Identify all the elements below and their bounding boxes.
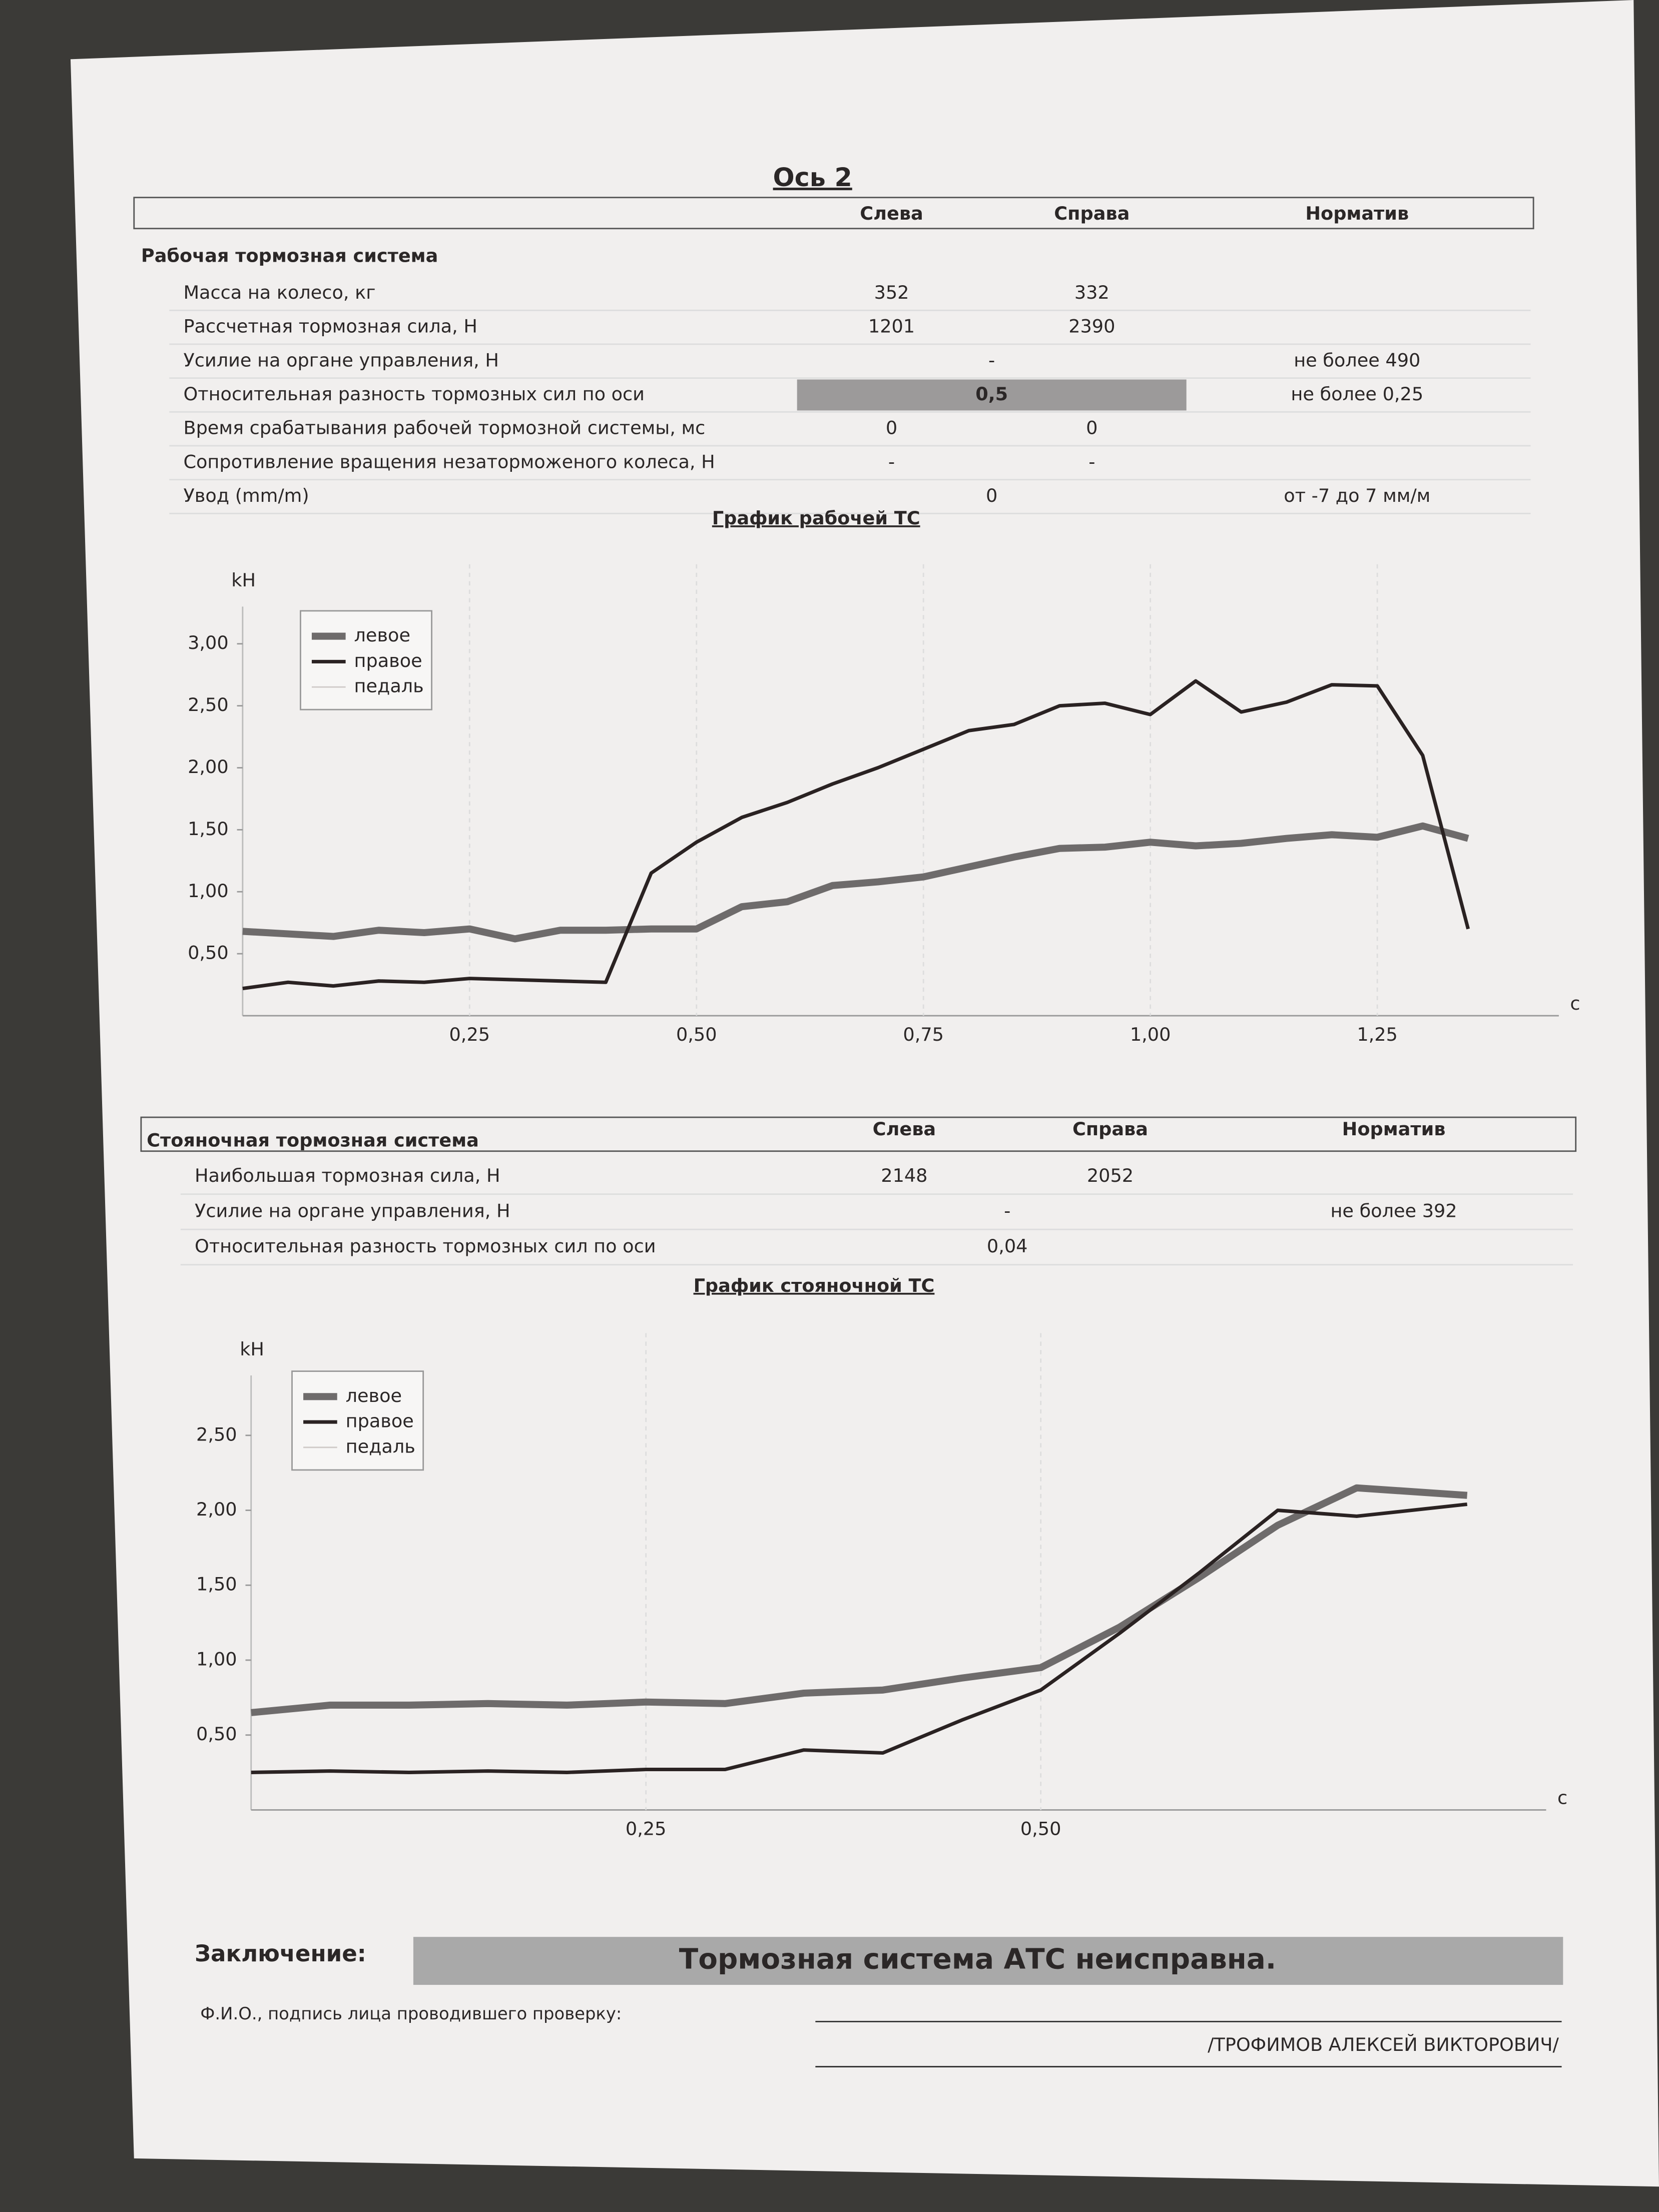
y-tick-label: 2,00 <box>196 1499 237 1520</box>
y-tick-label: 1,00 <box>196 1648 237 1670</box>
row-label: Рассчетная тормозная сила, Н <box>183 316 477 337</box>
cell: - <box>1004 1200 1010 1221</box>
legend-label: левое <box>354 624 410 646</box>
x-tick-label: 0,25 <box>449 1024 490 1045</box>
chart-title: График рабочей ТС <box>712 507 920 529</box>
x-axis-label: с <box>1557 1787 1567 1808</box>
legend-label: левое <box>346 1385 402 1406</box>
signature-label: Ф.И.О., подпись лица проводившего провер… <box>200 2004 622 2023</box>
row-label: Относительная разность тормозных сил по … <box>195 1235 656 1257</box>
cell: - <box>988 349 995 371</box>
column-header: Справа <box>1072 1118 1148 1140</box>
y-tick-label: 2,50 <box>188 694 229 715</box>
y-tick-label: 1,50 <box>188 818 229 840</box>
x-tick-label: 0,75 <box>903 1024 944 1045</box>
x-tick-label: 0,25 <box>626 1818 667 1839</box>
row-label: Сопротивление вращения незаторможеного к… <box>183 451 715 472</box>
y-tick-label: 2,50 <box>196 1423 237 1445</box>
cell: 2148 <box>881 1165 927 1186</box>
norm: не более 0,25 <box>1291 383 1423 405</box>
cell: 0 <box>986 485 997 506</box>
section-label: Рабочая тормозная система <box>141 245 438 267</box>
cell: 2390 <box>1068 316 1115 337</box>
row-label: Время срабатывания рабочей тормозной сис… <box>183 417 705 439</box>
column-header: Слева <box>873 1118 936 1140</box>
row-label: Увод (mm/m) <box>183 485 309 506</box>
x-tick-label: 1,25 <box>1357 1024 1398 1045</box>
row-label: Масса на колесо, кг <box>183 282 375 303</box>
y-tick-label: 1,50 <box>196 1574 237 1595</box>
legend-label: педаль <box>354 675 424 697</box>
legend-label: правое <box>346 1410 414 1432</box>
series-line <box>251 1502 1468 1774</box>
row-label: Усилие на органе управления, Н <box>183 349 499 371</box>
y-tick-label: 0,50 <box>196 1723 237 1745</box>
row-label: Относительная разность тормозных сил по … <box>183 383 645 405</box>
x-tick-label: 0,50 <box>1020 1818 1061 1839</box>
column-header: Норматив <box>1342 1118 1446 1140</box>
series-line <box>242 822 1469 943</box>
y-tick-label: 0,50 <box>188 942 229 964</box>
cell: 0 <box>886 417 897 439</box>
cell: 1201 <box>868 316 915 337</box>
series-line <box>242 679 1470 991</box>
x-tick-label: 1,00 <box>1130 1024 1171 1045</box>
column-header: Норматив <box>1305 203 1409 224</box>
cell: - <box>888 451 895 472</box>
signature-name: /ТРОФИМОВ АЛЕКСЕЙ ВИКТОРОВИЧ/ <box>1208 2033 1559 2055</box>
norm: от -7 до 7 мм/м <box>1284 485 1430 506</box>
x-axis-label: с <box>1570 993 1580 1014</box>
x-tick-label: 0,50 <box>676 1024 717 1045</box>
table-header-box <box>140 1116 1577 1152</box>
section-label: Стояночная тормозная система <box>147 1129 479 1151</box>
title: Ось 2 <box>773 163 852 192</box>
verdict-bar <box>413 1937 1563 1985</box>
column-header: Справа <box>1054 203 1130 224</box>
cell: 0,04 <box>987 1235 1028 1257</box>
cell: 2052 <box>1087 1165 1134 1186</box>
table-header-box <box>133 197 1534 230</box>
column-header: Слева <box>860 203 923 224</box>
verdict: Тормозная система АТС неисправна. <box>679 1943 1276 1976</box>
legend-label: правое <box>354 650 422 671</box>
norm: не более 490 <box>1294 349 1420 371</box>
chart-title: График стояночной ТС <box>694 1275 935 1296</box>
row-label: Наибольшая тормозная сила, Н <box>195 1165 500 1186</box>
highlight <box>797 379 1187 411</box>
paper <box>70 0 1659 2187</box>
y-tick-label: 1,00 <box>188 880 229 902</box>
y-tick-label: 2,00 <box>188 756 229 778</box>
cell: 0 <box>1086 417 1097 439</box>
cell: 352 <box>874 282 909 303</box>
cell: 0,5 <box>975 383 1008 405</box>
row-label: Усилие на органе управления, Н <box>195 1200 510 1221</box>
series-line <box>251 1484 1468 1716</box>
cell: 332 <box>1074 282 1110 303</box>
cell: - <box>1088 451 1095 472</box>
y-axis-label: kH <box>240 1338 264 1360</box>
conclusion-label: Заключение: <box>195 1940 366 1967</box>
y-tick-label: 3,00 <box>188 632 229 653</box>
y-axis-label: kH <box>231 569 256 591</box>
norm: не более 392 <box>1330 1200 1457 1221</box>
legend-label: педаль <box>346 1435 415 1457</box>
